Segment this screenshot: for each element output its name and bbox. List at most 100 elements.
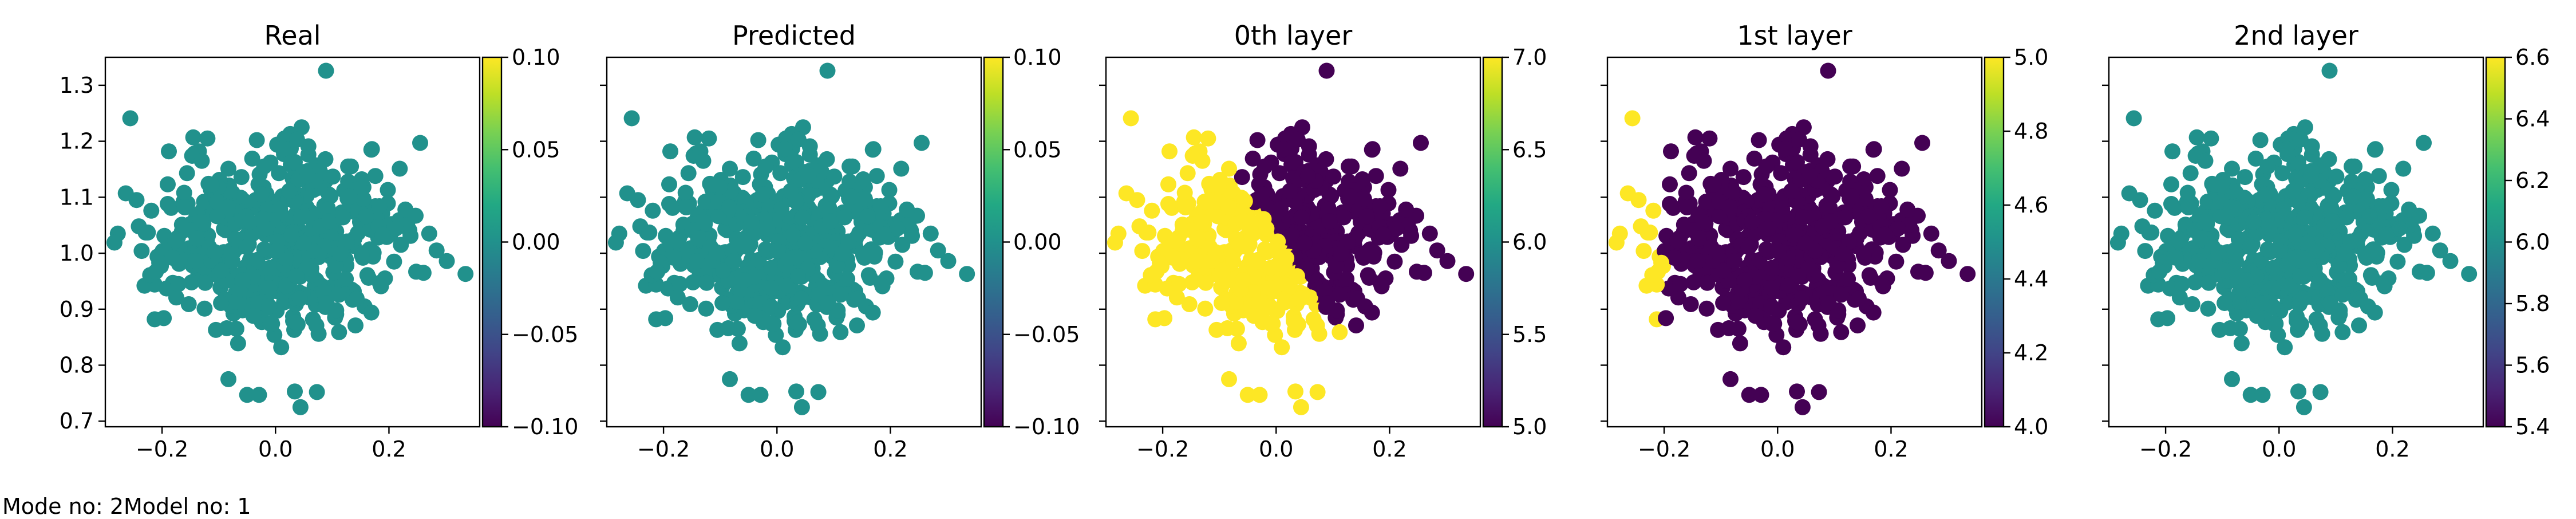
scatter-point [797, 235, 813, 251]
scatter-point [874, 278, 891, 294]
scatter-point [1160, 196, 1176, 212]
scatter-point [256, 241, 272, 258]
scatter-point [1789, 314, 1806, 331]
x-tick-label: 0.2 [372, 437, 406, 462]
scatter-point [2277, 339, 2293, 356]
scatter-point [238, 239, 255, 255]
scatter-point [133, 243, 150, 260]
scatter-point [1257, 158, 1273, 175]
scatter-point [2224, 371, 2240, 387]
scatter-point [2245, 214, 2262, 230]
scatter-point [342, 188, 358, 205]
scatter-point [844, 158, 861, 175]
scatter-point [2200, 300, 2217, 317]
scatter-point [321, 213, 337, 230]
scatter-point [922, 225, 939, 242]
scatter-point [2395, 160, 2412, 177]
scatter-point [1321, 213, 1338, 230]
scatter-point [1862, 270, 1879, 286]
scatter-point [809, 317, 826, 334]
scatter-point [1269, 243, 1285, 260]
scatter-point [1392, 160, 1409, 177]
scatter-point [2217, 262, 2234, 279]
scatter-point [239, 387, 255, 403]
scatter-point [623, 110, 640, 127]
scatter-point [2290, 383, 2306, 400]
scatter-point [2187, 274, 2203, 290]
scatter-point [176, 199, 193, 215]
subplot-title: 0th layer [1234, 20, 1353, 51]
scatter-point [671, 276, 688, 292]
scatter-point [392, 160, 408, 177]
subplot-title: Predicted [732, 20, 856, 51]
x-tick-label: −0.2 [1638, 437, 1690, 462]
scatter-point [262, 260, 278, 276]
scatter-point [1197, 300, 1214, 317]
scatter-point [930, 242, 946, 259]
scatter-point [1299, 168, 1316, 184]
scatter-point [1386, 253, 1403, 270]
scatter-point [1764, 260, 1780, 276]
scatter-point [763, 260, 780, 276]
scatter-point [2389, 253, 2406, 270]
scatter-point [2259, 241, 2276, 258]
scatter-point [2342, 233, 2359, 250]
scatter-point [1662, 176, 1678, 192]
y-tick-label: 0.7 [60, 408, 94, 434]
scatter-point [1658, 310, 1674, 327]
scatter-point [2261, 221, 2278, 237]
scatter-point [1332, 324, 1348, 340]
colorbar-tick-label: 0.00 [512, 230, 560, 255]
scatter-point [840, 233, 857, 250]
scatter-point [1721, 320, 1737, 336]
scatter-point [1246, 308, 1262, 324]
scatter-point [1181, 296, 1198, 312]
scatter-point [1827, 168, 1843, 185]
scatter-point [331, 324, 347, 340]
scatter-point [309, 384, 325, 400]
scatter-point [794, 209, 811, 226]
scatter-point [227, 294, 243, 310]
colorbar-tick-label: −0.05 [1013, 322, 1080, 347]
colorbar-tick-label: 6.0 [1512, 230, 1547, 255]
scatter-point [740, 387, 757, 403]
scatter-point [793, 290, 809, 307]
scatter-point [2391, 221, 2408, 237]
colorbar [1482, 56, 1503, 428]
scatter-point [843, 188, 860, 205]
scatter-point [1368, 168, 1384, 184]
scatter-point [1764, 316, 1781, 332]
scatter-point [2374, 198, 2391, 214]
scatter-point [1164, 249, 1181, 266]
scatter-point [1258, 221, 1275, 237]
scatter-point [2159, 310, 2176, 327]
scatter-point [701, 130, 717, 147]
scatter-point [230, 335, 246, 352]
scatter-point [2442, 253, 2459, 269]
scatter-point [1220, 199, 1236, 215]
scatter-point [2163, 176, 2179, 192]
scatter-point [374, 226, 391, 243]
scatter-point [731, 335, 748, 352]
scatter-point [821, 201, 837, 218]
scatter-point [1851, 290, 1867, 307]
scatter-point [347, 317, 364, 334]
scatter-point [2109, 234, 2126, 251]
scatter-point [720, 320, 737, 336]
subplot-title: 1st layer [1737, 20, 1852, 51]
scatter-point [1917, 265, 1934, 281]
colorbar-tick-label: 0.05 [512, 137, 560, 162]
scatter-point [287, 383, 303, 400]
scatter-point [245, 308, 262, 324]
colorbar-tick-label: 7.0 [1512, 45, 1547, 70]
scatter-point [360, 270, 377, 286]
scatter-point [1866, 141, 1882, 158]
scatter-point [1107, 234, 1123, 251]
scatter-point [849, 317, 865, 334]
scatter-point [783, 183, 799, 199]
scatter-point [2265, 298, 2281, 314]
scatter-point [1188, 253, 1204, 269]
subplot-title: 2nd layer [2234, 20, 2358, 51]
scatter-point [1797, 235, 1814, 251]
scatter-point [268, 243, 285, 260]
